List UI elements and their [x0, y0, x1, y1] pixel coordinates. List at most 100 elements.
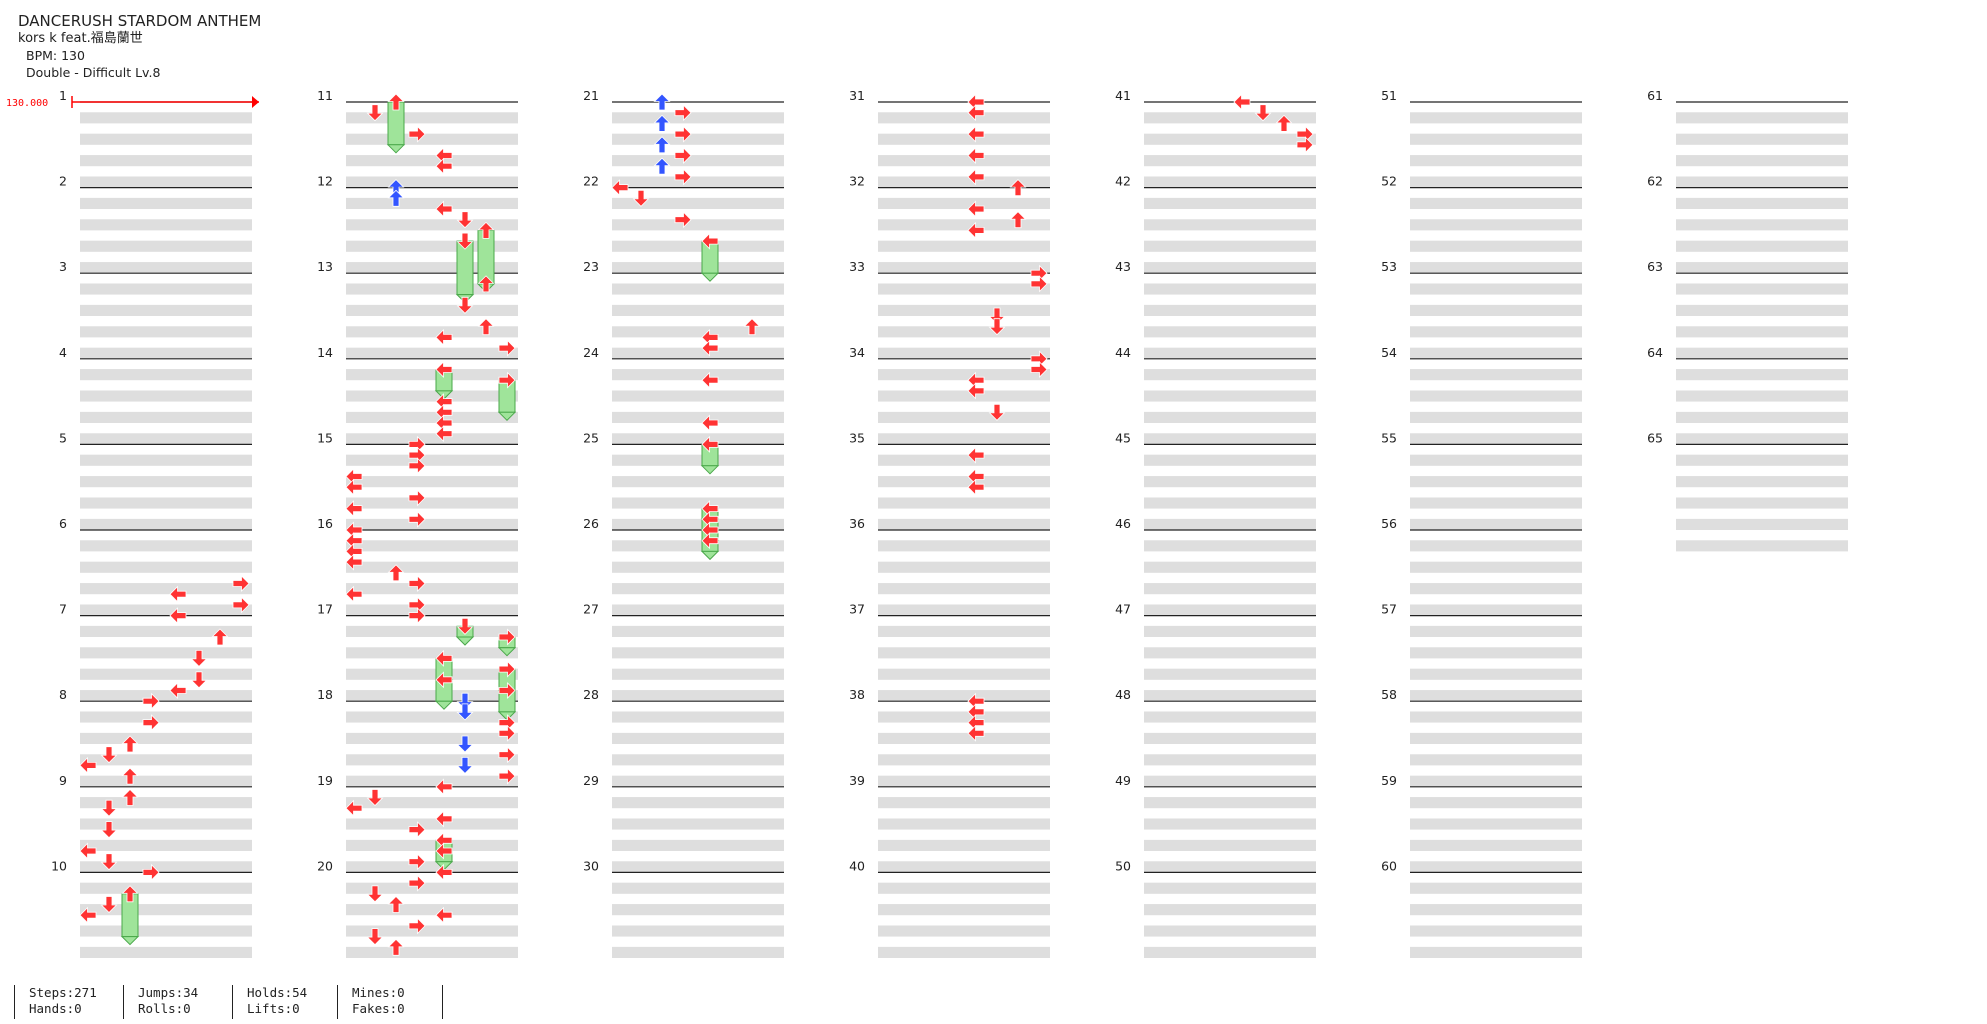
- beat-band: [80, 540, 252, 552]
- bpm-label: BPM: 130: [26, 48, 85, 63]
- right-arrow-note: [142, 714, 160, 732]
- left-arrow-note: [345, 585, 363, 603]
- left-arrow-note: [967, 104, 985, 122]
- beat-band: [878, 304, 1050, 316]
- hold-body: [701, 240, 719, 274]
- beat-band: [1410, 797, 1582, 809]
- beat-band: [878, 946, 1050, 958]
- beat-band: [346, 732, 518, 744]
- beat-band: [1676, 433, 1848, 445]
- bpm-end-marker: [252, 96, 259, 108]
- right-arrow-note: [498, 660, 516, 678]
- left-arrow-note: [967, 125, 985, 143]
- left-arrow-note: [345, 478, 363, 496]
- left-arrow-note: [967, 221, 985, 239]
- beat-band: [1676, 176, 1848, 188]
- beat-band: [80, 112, 252, 124]
- beat-band: [878, 583, 1050, 595]
- beat-band: [1410, 647, 1582, 659]
- beat-band: [80, 390, 252, 402]
- beat-band: [1410, 561, 1582, 573]
- beat-band: [1410, 390, 1582, 402]
- beat-band: [80, 711, 252, 723]
- beat-band: [1410, 540, 1582, 552]
- right-arrow-note: [232, 575, 250, 592]
- beat-band: [346, 262, 518, 274]
- left-arrow-note: [345, 500, 363, 518]
- beat-band: [878, 454, 1050, 466]
- stats-col-3: Holds:54 Lifts:0: [232, 985, 337, 1019]
- measure-number: 38: [849, 687, 865, 702]
- beat-band: [612, 861, 784, 873]
- measure-number: 17: [317, 602, 333, 617]
- measure-number: 54: [1381, 345, 1397, 360]
- beat-band: [80, 176, 252, 188]
- stat-holds: Holds:54: [247, 985, 308, 1000]
- beat-band: [1676, 133, 1848, 145]
- beat-band: [346, 219, 518, 231]
- beat-band: [878, 839, 1050, 851]
- hold-tail: [386, 144, 406, 154]
- beat-band: [346, 754, 518, 766]
- measure-number: 52: [1381, 174, 1397, 189]
- beat-band: [1144, 732, 1316, 744]
- beat-band: [1144, 583, 1316, 595]
- down-arrow-note: [456, 232, 474, 250]
- beat-band: [878, 732, 1050, 744]
- beat-band: [1144, 155, 1316, 167]
- beat-band: [346, 326, 518, 338]
- beat-band: [1144, 347, 1316, 359]
- beat-band: [612, 561, 784, 573]
- beat-band: [878, 326, 1050, 338]
- down-arrow-note: [456, 757, 474, 774]
- beat-band: [80, 839, 252, 851]
- beat-band: [878, 476, 1050, 488]
- right-arrow-note: [1030, 361, 1048, 378]
- song-title: DANCERUSH STARDOM ANTHEM: [18, 12, 262, 30]
- left-arrow-note: [967, 382, 985, 400]
- right-arrow-note: [498, 767, 516, 785]
- measure-number: 37: [849, 602, 865, 617]
- beat-band: [1410, 454, 1582, 466]
- beat-band: [612, 775, 784, 787]
- right-arrow-note: [1030, 275, 1048, 293]
- left-arrow-note: [967, 200, 985, 218]
- measure-number: 62: [1647, 174, 1663, 189]
- hold-tail: [700, 272, 720, 282]
- beat-band: [80, 155, 252, 167]
- beat-band: [1410, 732, 1582, 744]
- left-arrow-note: [79, 756, 97, 774]
- beat-band: [346, 797, 518, 809]
- beat-band: [878, 369, 1050, 381]
- beat-band: [346, 583, 518, 595]
- measure-number: 39: [849, 773, 865, 788]
- beat-band: [878, 925, 1050, 937]
- measure-number: 6: [59, 516, 67, 531]
- measure-number: 25: [583, 430, 599, 445]
- beat-band: [1410, 754, 1582, 766]
- beat-band: [878, 433, 1050, 445]
- beat-band: [1144, 925, 1316, 937]
- up-arrow-note: [1009, 179, 1027, 197]
- beat-band: [1144, 369, 1316, 381]
- measure-number: 11: [317, 88, 333, 103]
- beat-band: [612, 668, 784, 680]
- beat-band: [346, 604, 518, 616]
- beat-band: [1676, 347, 1848, 359]
- measure-number: 50: [1115, 858, 1131, 873]
- stat-fakes: Fakes:0: [352, 1001, 405, 1016]
- beat-band: [878, 112, 1050, 124]
- beat-band: [1676, 262, 1848, 274]
- beat-band: [80, 690, 252, 702]
- beat-band: [1144, 390, 1316, 402]
- down-arrow-note: [366, 104, 384, 122]
- down-arrow-note: [988, 403, 1006, 421]
- beat-band: [346, 112, 518, 124]
- hold-tail: [120, 936, 140, 946]
- stats-col-2: Jumps:34 Rolls:0: [123, 985, 232, 1019]
- left-arrow-note: [967, 724, 985, 742]
- beat-band: [1410, 625, 1582, 637]
- beat-band: [1410, 155, 1582, 167]
- measure-number: 63: [1647, 259, 1663, 274]
- right-arrow-note: [498, 339, 516, 357]
